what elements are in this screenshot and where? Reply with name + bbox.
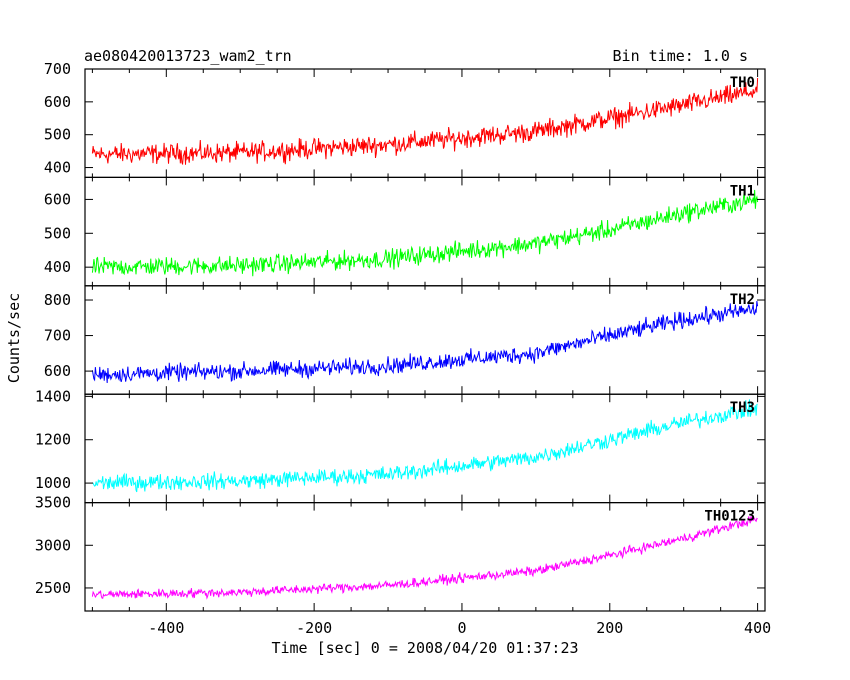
y-tick-label: 800 xyxy=(44,291,71,309)
y-tick-label: 500 xyxy=(44,126,71,144)
series-label-th2: TH2 xyxy=(730,292,755,308)
series-line-th0123 xyxy=(91,515,758,600)
series-line-th0 xyxy=(91,77,759,165)
panel-frame xyxy=(84,68,766,179)
panels-group: 400 500 600 700 TH0 400 500 600 TH1 600 700 800 TH2 1… xyxy=(35,60,766,612)
y-tick-label: 600 xyxy=(44,362,71,380)
series-label-th3: TH3 xyxy=(730,400,755,416)
series-line-th3 xyxy=(92,399,758,493)
panel-th1: 400 500 600 TH1 xyxy=(44,176,766,287)
y-tick-label: 3000 xyxy=(35,536,71,554)
x-tick-label: 0 xyxy=(457,619,466,637)
panel-frame xyxy=(84,502,766,612)
panel-th3: 1000 1200 1400 TH3 xyxy=(35,387,766,504)
panel-th0: 400 500 600 700 TH0 xyxy=(44,60,766,179)
y-tick-label: 2500 xyxy=(35,579,71,597)
series-label-th1: TH1 xyxy=(730,183,755,199)
y-tick-label: 500 xyxy=(44,224,71,242)
y-tick-label: 700 xyxy=(44,327,71,345)
chart-title: ae080420013723_wam2_trn xyxy=(84,47,292,65)
y-tick-label: 1400 xyxy=(35,387,71,405)
y-axis-title: Counts/sec xyxy=(5,293,23,383)
y-tick-label: 400 xyxy=(44,159,71,177)
y-tick-label: 600 xyxy=(44,93,71,111)
panel-th0123: 2500 3000 3500 TH0123 xyxy=(35,494,766,612)
panel-frame xyxy=(84,393,766,504)
series-line-th1 xyxy=(91,189,759,277)
y-tick-label: 3500 xyxy=(35,494,71,512)
series-line-th2 xyxy=(91,300,759,383)
series-label-th0: TH0 xyxy=(730,75,755,91)
y-tick-label: 1000 xyxy=(35,474,71,492)
x-axis-title: Time [sec] 0 = 2008/04/20 01:37:23 xyxy=(271,639,578,657)
x-tick-label: 200 xyxy=(596,619,623,637)
y-tick-label: 400 xyxy=(44,258,71,276)
y-tick-label: 1200 xyxy=(35,431,71,449)
x-tick-label: 400 xyxy=(744,619,771,637)
x-tick-label: -400 xyxy=(148,619,184,637)
bin-time-label: Bin time: 1.0 s xyxy=(613,47,748,65)
x-tick-label: -200 xyxy=(296,619,332,637)
panel-th2: 600 700 800 TH2 xyxy=(44,285,766,395)
y-tick-label: 600 xyxy=(44,190,71,208)
series-label-th0123: TH0123 xyxy=(704,509,755,525)
panel-frame xyxy=(84,176,766,287)
x-tick-labels: -400 -200 0 200 400 xyxy=(148,619,771,637)
y-tick-label: 700 xyxy=(44,60,71,78)
